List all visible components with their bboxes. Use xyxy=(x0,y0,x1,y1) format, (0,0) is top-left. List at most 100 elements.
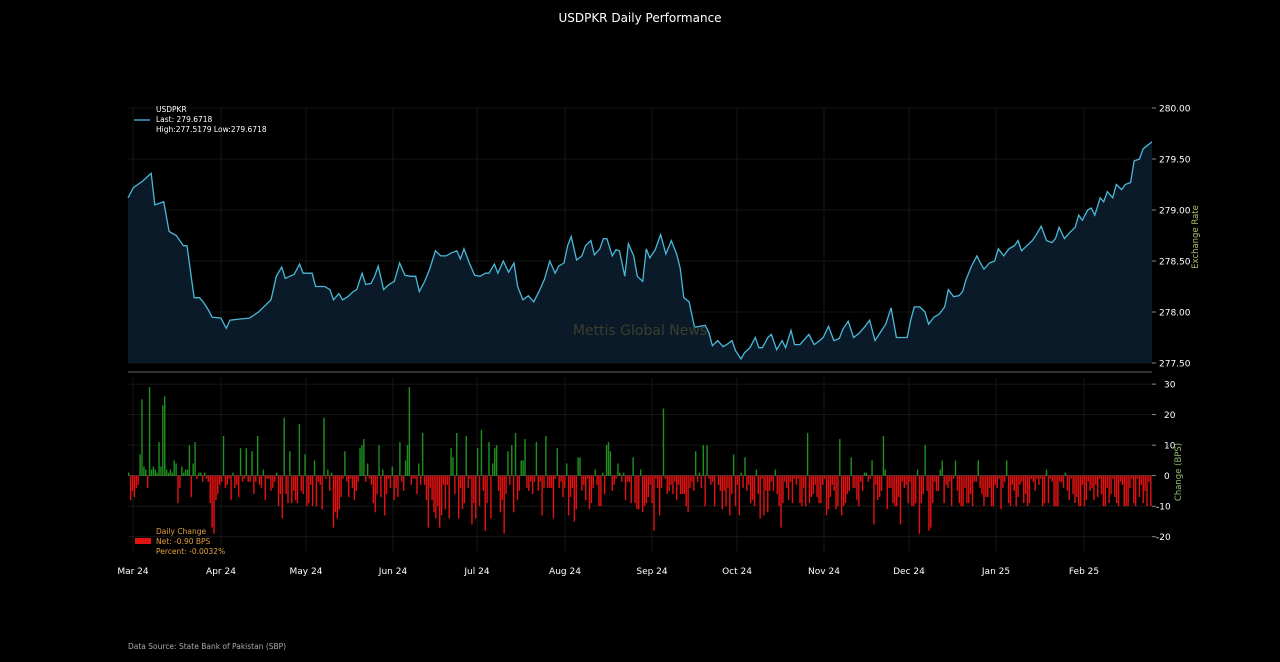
bar-down xyxy=(636,475,638,510)
bar-up xyxy=(609,451,612,476)
bottom-legend-name: Daily Change xyxy=(156,527,206,536)
bar-up xyxy=(450,448,452,476)
bar-down xyxy=(1057,475,1059,507)
bar-down xyxy=(1083,475,1086,507)
bar-down xyxy=(135,475,138,488)
bar-down xyxy=(213,475,215,534)
bar-down xyxy=(700,475,703,488)
bar-down xyxy=(859,475,862,482)
bar-up xyxy=(323,417,325,476)
bar-down xyxy=(768,475,771,491)
bar-down xyxy=(393,475,395,501)
bar-down xyxy=(914,475,917,504)
bar-down xyxy=(696,475,699,482)
bar-up xyxy=(344,451,346,476)
bar-down xyxy=(325,475,327,479)
bar-down xyxy=(368,475,371,479)
bar-down xyxy=(236,475,238,485)
bar-up xyxy=(359,448,361,476)
bar-down xyxy=(264,475,266,501)
y-tick-label: 277.50 xyxy=(1159,360,1191,370)
bar-up xyxy=(755,469,758,476)
bar-down xyxy=(928,475,930,531)
bar-down xyxy=(763,475,765,516)
bar-down xyxy=(1040,475,1042,479)
bar-up xyxy=(493,448,496,476)
bar-up xyxy=(232,472,234,476)
bar-down xyxy=(896,475,898,507)
bar-down xyxy=(598,475,600,507)
bar-down xyxy=(837,475,839,507)
bar-down xyxy=(856,475,858,501)
bar-down xyxy=(1028,475,1031,504)
bar-down xyxy=(1131,475,1133,479)
bar-down xyxy=(484,475,486,531)
bar-down xyxy=(810,475,813,498)
daily-change-bars xyxy=(128,387,1152,534)
bar-down xyxy=(1093,475,1095,501)
bar-down xyxy=(960,475,962,507)
bar-down xyxy=(969,475,972,494)
bar-down xyxy=(1148,475,1150,482)
bar-up xyxy=(418,463,420,476)
bar-down xyxy=(956,475,959,491)
bar-down xyxy=(1133,475,1135,504)
bar-up xyxy=(192,463,194,476)
bar-down xyxy=(621,475,623,482)
bar-up xyxy=(495,445,498,476)
bar-down xyxy=(497,475,500,491)
bar-down xyxy=(292,475,295,491)
bar-down xyxy=(448,475,450,519)
bar-down xyxy=(308,475,310,504)
bar-down xyxy=(438,475,441,528)
bar-up xyxy=(863,472,866,476)
bar-down xyxy=(926,475,928,491)
bar-down xyxy=(543,475,545,488)
bar-down xyxy=(869,475,871,479)
bar-down xyxy=(624,475,627,501)
bottom-legend-net: Net: -0.90 BPS xyxy=(156,537,211,546)
bar-down xyxy=(1087,475,1089,482)
bar-down xyxy=(237,475,240,498)
bar-down xyxy=(922,475,924,494)
bar-down xyxy=(177,475,179,504)
bar-down xyxy=(643,475,646,507)
bar-down xyxy=(219,475,221,485)
bar-down xyxy=(844,475,847,504)
bar-down xyxy=(230,475,232,501)
bar-down xyxy=(765,475,767,491)
bar-up xyxy=(150,469,153,476)
bar-down xyxy=(1142,475,1144,504)
bar-down xyxy=(435,475,437,519)
top-legend-name: USDPKR xyxy=(156,105,187,114)
bar-down xyxy=(486,475,488,504)
bar-up xyxy=(732,454,735,476)
bar-up xyxy=(488,442,490,476)
bar-down xyxy=(1004,475,1006,482)
bar-down xyxy=(812,475,814,494)
bar-down xyxy=(272,475,274,488)
x-tick-label: Jan 25 xyxy=(981,567,1010,577)
bottom-legend: Daily Change Net: -0.90 BPS Percent: -0.… xyxy=(135,527,225,556)
bar-down xyxy=(319,475,321,485)
bar-up xyxy=(175,463,177,476)
bar-down xyxy=(1085,475,1088,501)
bar-up xyxy=(391,466,394,476)
bar-down xyxy=(1026,475,1029,507)
bar-down xyxy=(803,475,805,488)
bar-down xyxy=(315,475,318,507)
bar-down xyxy=(548,475,551,488)
bar-down xyxy=(285,475,287,494)
bar-down xyxy=(431,475,433,501)
bar-down xyxy=(260,475,263,488)
bar-down xyxy=(531,475,534,494)
bar-down xyxy=(875,475,877,485)
bar-down xyxy=(990,475,993,507)
bar-down xyxy=(425,475,428,501)
bar-down xyxy=(888,475,890,488)
data-source-note: Data Source: State Bank of Pakistan (SBP… xyxy=(128,642,287,651)
bar-down xyxy=(454,475,456,494)
bar-down xyxy=(1038,475,1040,485)
bar-down xyxy=(641,475,644,513)
bar-down xyxy=(440,475,443,516)
